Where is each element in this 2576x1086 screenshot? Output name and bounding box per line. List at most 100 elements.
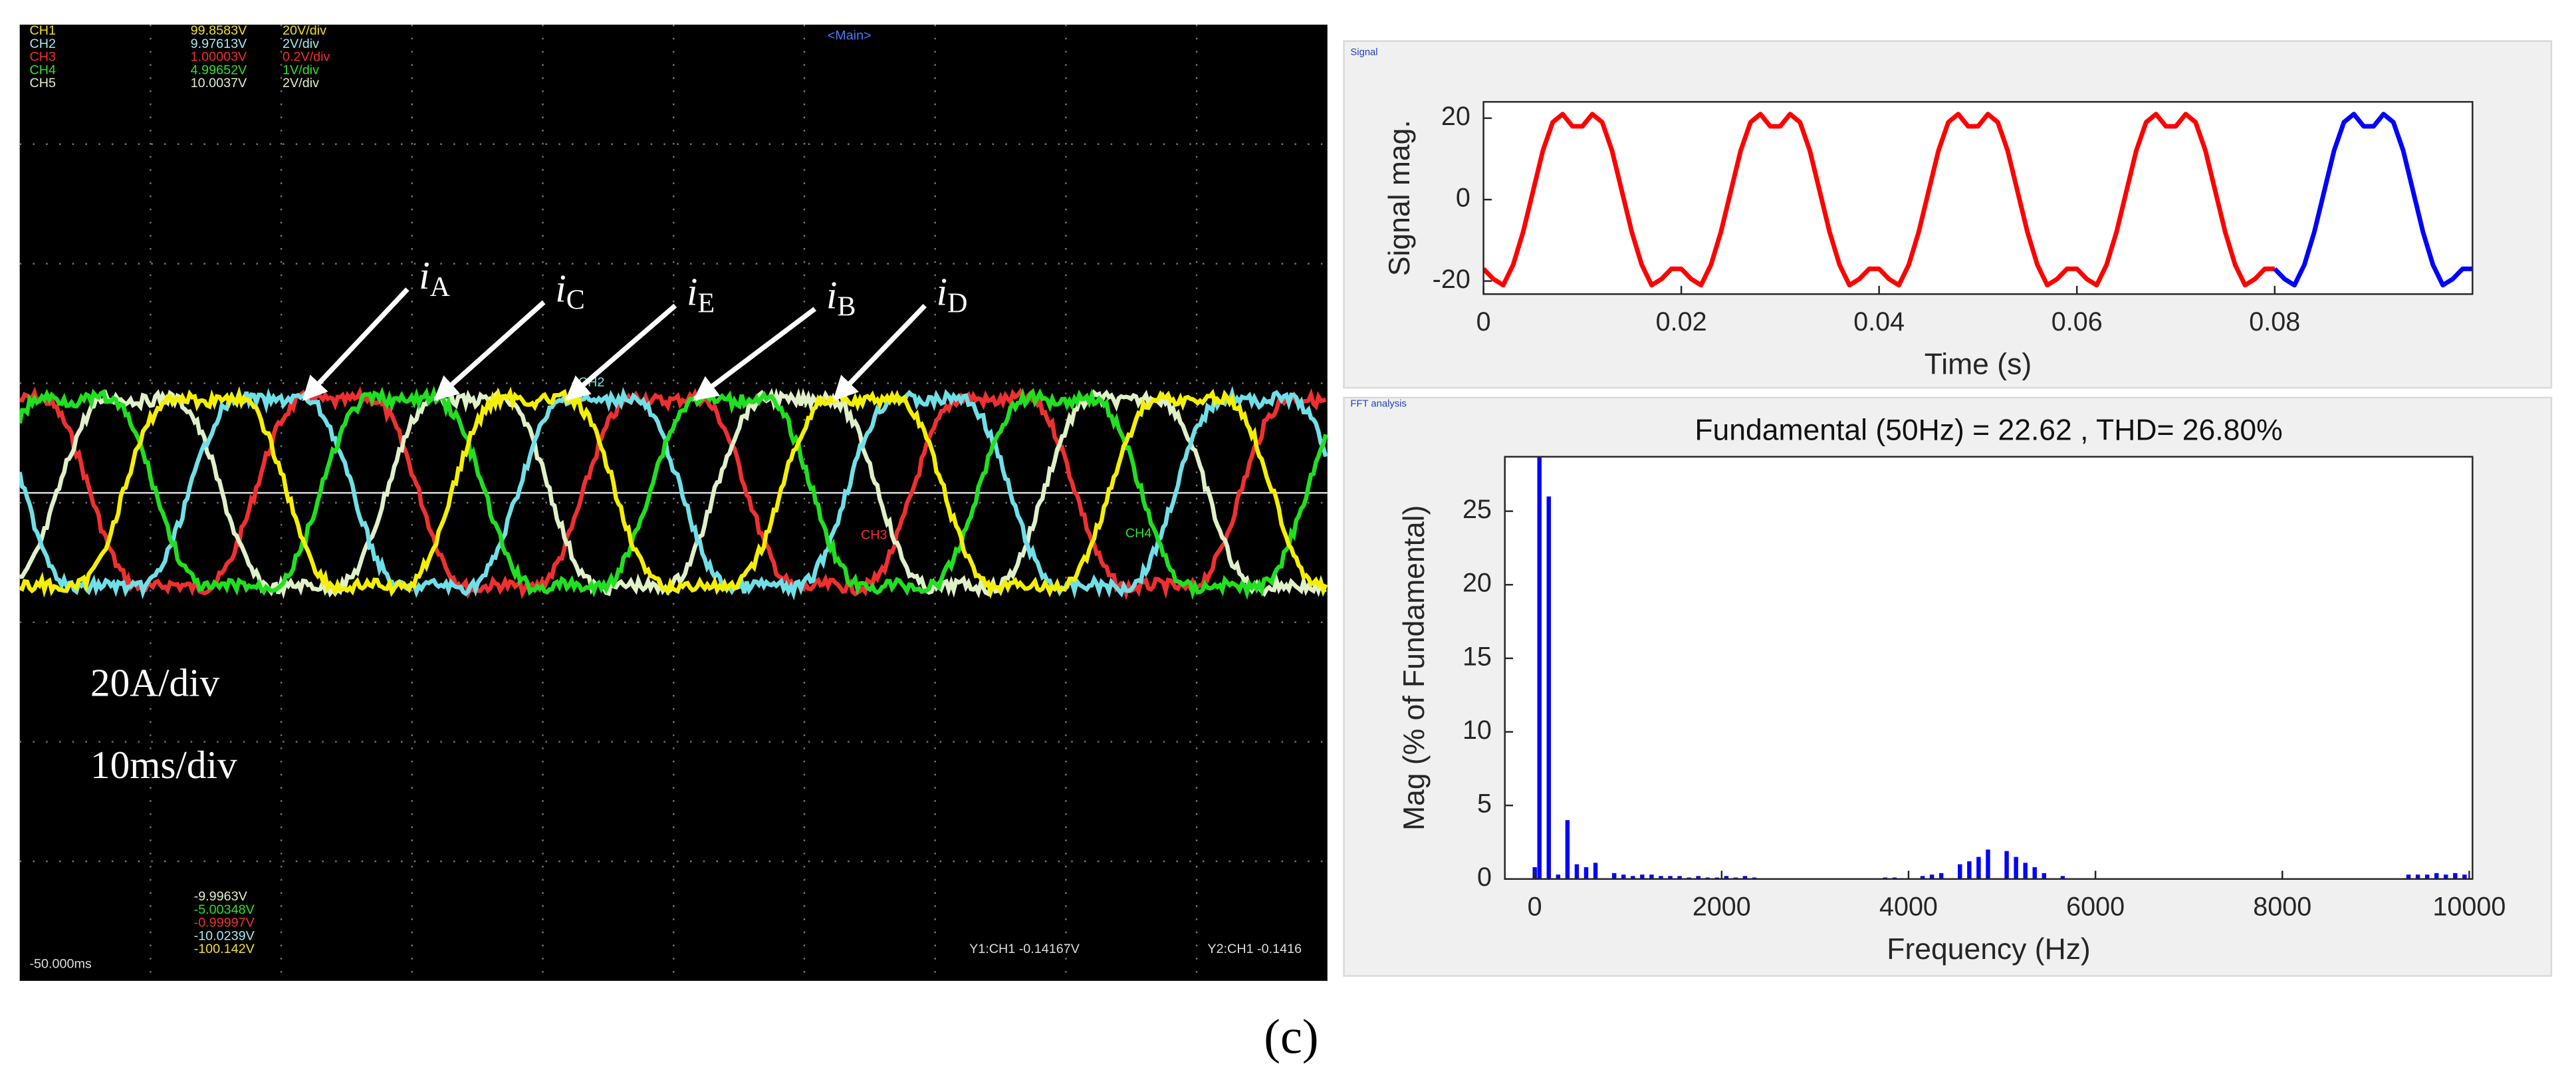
cursor-value: -10.0239V [194,928,255,943]
bar [1583,867,1589,879]
current-label: iA [419,253,450,303]
bar [2014,857,2018,879]
y-axis-label: Mag (% of Fundamental) [1398,505,1431,831]
y-tick-label: 15 [1463,642,1492,671]
arrow [302,287,410,402]
plot-area [1483,102,2473,295]
signal-line [1483,112,2275,288]
channel-name: CH4 [29,63,56,77]
bar [2042,873,2047,879]
waveform [19,386,1327,601]
channel-value: 10.0037V [191,76,247,90]
bar [1929,875,1934,879]
bar [1696,876,1700,879]
chart-title: Fundamental (50Hz) = 22.62 , THD= 26.80% [1695,414,2282,446]
arrow [433,300,546,402]
cursor-value: -5.00348V [194,902,255,917]
y-tick-label: 0 [1456,184,1470,213]
bar [1593,863,1598,879]
bar [2462,875,2467,879]
bar [1986,849,1990,879]
plot-area [1504,456,2473,879]
y-tick-label: 20 [1441,102,1470,131]
channel-scale: 2V/div [283,37,319,51]
current-subscript: A [430,271,451,302]
channel-scale: 2V/div [283,76,319,90]
bar [1640,875,1645,879]
channel-marker: CH3 [861,528,887,543]
cursor-value: -0.99997V [194,916,255,930]
cursor-value: -9.9963V [194,889,248,904]
x-tick-label: 0.02 [1656,307,1707,337]
channel-name: CH3 [29,50,56,65]
x-tick-label: 0.08 [2249,307,2300,337]
cursor-readout: Y2:CH1 -0.1416 [1207,942,1302,956]
bar [2434,873,2439,879]
current-subscript: C [566,285,585,315]
channel-value: 4.99652V [191,63,247,77]
x-tick-label: 8000 [2253,892,2311,922]
x-tick-label: 0.04 [1853,307,1905,337]
y-tick-label: 5 [1477,789,1492,819]
y-tick-label: -20 [1433,265,1470,294]
plot-marks [1483,112,2473,288]
bar [1649,875,1654,879]
bar [2023,863,2028,879]
bar [1537,456,1542,879]
channel-name: CH2 [29,37,56,51]
channel-value: 99.8583V [191,23,247,38]
bar [1958,864,1962,879]
bar [2004,851,2009,879]
y-tick-label: 10 [1463,716,1492,745]
waveform [19,388,1327,599]
cursor-value: -100.142V [194,942,255,956]
channel-name: CH1 [29,23,56,38]
bar [1938,873,1944,879]
x-axis-label: Time (s) [1925,348,2032,381]
scope-header: <Main> [828,29,872,43]
bar [2444,875,2448,879]
current-label: iC [555,266,585,315]
x-tick-label: 0 [1528,892,1542,922]
bar [1742,876,1748,879]
channel-scale: 20V/div [283,23,326,38]
current-symbol: i [826,273,837,317]
bar [2032,867,2037,879]
bar [1621,875,1626,879]
bar [1565,820,1570,879]
current-subscript: B [838,291,856,322]
bar [2415,875,2420,879]
cursor-readout: Y1:CH1 -0.14167V [969,942,1080,956]
waveform [19,386,1328,599]
current-scale: 20A/div [90,660,220,704]
time-scale: 10ms/div [90,743,237,787]
x-tick-label: 0 [1476,307,1491,337]
bar [1546,496,1551,879]
bar [1920,876,1925,879]
channel-name: CH5 [29,76,56,90]
bar [1668,876,1673,879]
x-tick-label: 10000 [2432,892,2506,922]
current-symbol: i [555,266,566,310]
y-tick-label: 25 [1463,495,1492,524]
x-axis-label: Frequency (Hz) [1887,933,2090,966]
current-symbol: i [937,269,947,313]
arrow [693,307,816,402]
y-tick-label: 20 [1463,569,1492,598]
bar [1976,857,1981,879]
scope-screen [19,25,1328,981]
x-tick-label: 2000 [1693,892,1751,922]
channel-value: 1.00003V [191,50,247,65]
bar [1631,876,1635,879]
panel-label: FFT analysis [1350,399,1407,410]
bar [2453,873,2458,879]
arrow [832,303,927,401]
time-offset: -50.000ms [29,956,91,971]
bar [1659,876,1663,879]
x-tick-label: 6000 [2066,892,2125,922]
channel-scale: 0.2V/div [283,50,330,65]
bar [1967,861,1972,879]
channel-value: 9.97613V [191,37,247,51]
x-tick-label: 4000 [1879,892,1938,922]
